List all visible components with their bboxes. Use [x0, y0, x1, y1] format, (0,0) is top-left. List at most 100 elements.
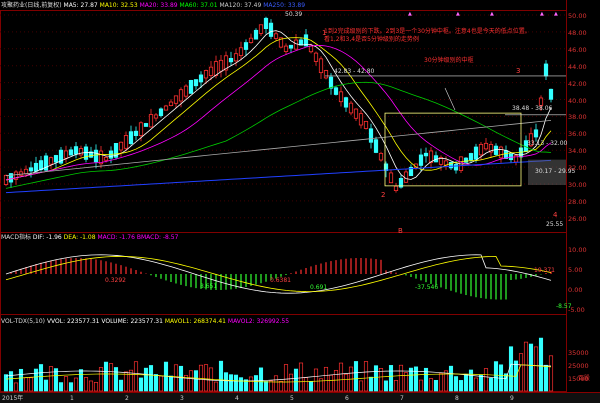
volume-bar [493, 361, 499, 392]
macd-val-4: 0.691 [310, 284, 328, 291]
axis-tick: 25000 [568, 362, 589, 370]
candle [448, 162, 454, 169]
axis-tick: 15000 [568, 375, 589, 383]
candle [193, 79, 199, 87]
volume-bar [378, 368, 384, 392]
volume-bar [508, 346, 514, 392]
candle [388, 172, 394, 184]
candle [528, 133, 534, 147]
candle [298, 39, 304, 46]
volume-bar [288, 373, 294, 392]
ma120-line [5, 119, 552, 177]
top-marker-icon: ▲ [456, 11, 460, 17]
price-label-d: 30.17 - 29.95 [535, 168, 576, 175]
volume-bar [428, 378, 434, 392]
axis-tick: 44.00 [568, 62, 587, 71]
candle [318, 58, 324, 74]
volume-bar [253, 375, 259, 392]
candle [53, 155, 59, 163]
volume-bar [413, 366, 419, 392]
volume-bar [118, 379, 124, 392]
time-axis-year: 2015年 [2, 395, 24, 402]
volume-bar [328, 374, 334, 392]
candle [488, 143, 494, 153]
candle [123, 135, 129, 149]
volume-bar [523, 341, 529, 392]
chart-header: 攻聚药业(日线,前复权) MA5: 27.87 MA10: 32.53 MA20… [1, 2, 305, 10]
candle [128, 131, 134, 145]
axis-tick: 30.00 [568, 181, 587, 189]
volume-bar [3, 374, 9, 392]
candle [368, 128, 374, 143]
price-high-label: 50.39 [285, 11, 303, 18]
candle [78, 148, 84, 156]
annotation-line2: 看1,2和3,4是否5分钟级别的走势例 [324, 36, 419, 43]
volume-bar [313, 368, 319, 392]
volume-bar [408, 367, 414, 392]
candle [218, 59, 224, 72]
candle [198, 74, 204, 83]
price-label-c: 33.13 - 32.00 [527, 140, 568, 147]
wave-label-2: 2 [381, 191, 386, 199]
volume-value: VOLUME: 223577.31 [101, 318, 163, 325]
buy-marker: B [398, 227, 403, 235]
candle [533, 129, 539, 138]
candle [223, 55, 229, 71]
candle [278, 37, 284, 48]
volume-bar [533, 346, 539, 392]
axis-tick: 38.00 [568, 113, 587, 122]
candle [463, 157, 469, 163]
volume-bar [188, 370, 194, 392]
volume-bar [478, 374, 484, 392]
volume-bar [403, 372, 409, 392]
macd-title: MACD指标 [1, 234, 31, 241]
volume-bar [358, 380, 364, 392]
ma-legend-item: MA5: 27.87 [63, 2, 98, 9]
volume-vvol: VVOL: 223577.31 [46, 318, 100, 325]
time-axis-label: 5 [290, 395, 294, 402]
volume-bar [213, 381, 219, 392]
ma250-line [5, 159, 552, 194]
candle [468, 153, 474, 161]
volume-bar [148, 365, 154, 392]
volume-bar [423, 367, 429, 392]
candle [158, 108, 164, 117]
volume-bar [183, 375, 189, 392]
pivot-box [384, 112, 522, 187]
volume-bar [528, 343, 534, 392]
time-axis-bar[interactable]: 2015年 1 2 3 4 5 6 7 8 9 [0, 392, 600, 403]
candle [98, 150, 104, 165]
macd-val-2: 8.651 [200, 283, 218, 290]
candle [28, 167, 34, 172]
volume-bar [143, 367, 149, 392]
annotation-line1: 1到2完成级别的下跌。2到3是一个30分钟中枢。注意4也是今天的低点位置。 [324, 28, 531, 35]
volume-bar [128, 369, 134, 392]
wave-label-4: 4 [553, 211, 558, 219]
candle [248, 37, 254, 43]
volume-bar [503, 373, 509, 392]
time-axis-label: 3 [180, 395, 184, 402]
volume-bar [298, 362, 304, 392]
volume-bar [443, 370, 449, 392]
candle [8, 173, 14, 183]
volume-bar [53, 368, 59, 392]
annotation-center: 30分钟级别的中枢 [424, 57, 474, 64]
volume-bar [58, 382, 64, 392]
volume-bar [293, 368, 299, 392]
candle [253, 29, 259, 40]
volume-bar [318, 378, 324, 392]
candle [438, 157, 444, 165]
axis-tick: 0.00 [568, 286, 583, 294]
candle [88, 151, 94, 158]
candle [313, 52, 319, 62]
volume-bar [8, 371, 14, 392]
volume-bar [138, 377, 144, 392]
volume-bar [223, 372, 229, 392]
dea-line [5, 255, 552, 292]
candle [233, 53, 239, 62]
candle [143, 123, 149, 127]
volume-bar [273, 375, 279, 392]
volume-bar [473, 377, 479, 392]
candle [543, 63, 549, 77]
